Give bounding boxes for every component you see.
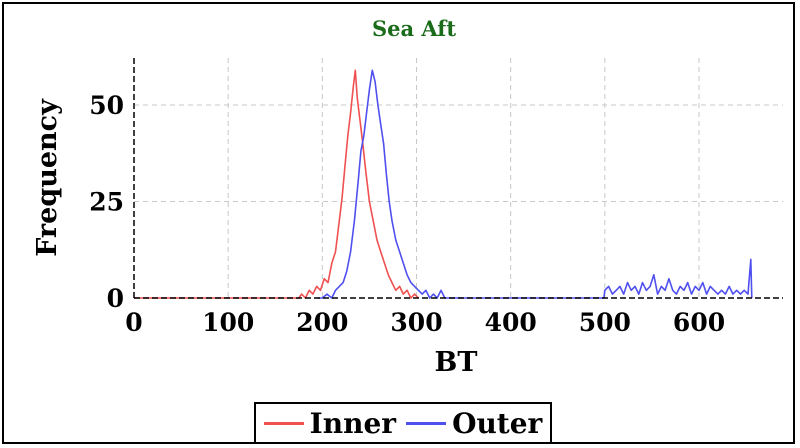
legend-label-inner: Inner — [309, 406, 397, 440]
x-tick-label: 500 — [579, 308, 631, 337]
y-axis-label: Frequency — [32, 98, 63, 257]
legend: Inner Outer — [254, 402, 552, 444]
legend-swatch-outer — [406, 421, 447, 425]
axes — [133, 58, 783, 299]
x-tick-label: 200 — [296, 308, 348, 337]
x-axis-label: BT — [435, 347, 478, 378]
legend-swatch-inner — [263, 421, 304, 425]
legend-item-outer: Outer — [406, 407, 542, 440]
series-line-inner — [134, 69, 419, 299]
x-tick-label: 400 — [485, 308, 537, 337]
legend-label-outer: Outer — [452, 406, 543, 440]
series-line-outer — [317, 69, 753, 299]
chart-title: Sea Aft — [372, 16, 456, 41]
series-lines — [134, 69, 753, 299]
x-tick-label: 600 — [673, 308, 725, 337]
y-tick-label: 50 — [89, 91, 124, 120]
gridlines — [134, 58, 783, 298]
tick-labels: 0 100 200 300 400 500 600 0 25 50 — [89, 91, 725, 337]
legend-item-inner: Inner — [263, 406, 397, 440]
x-tick-label: 100 — [202, 308, 254, 337]
y-tick-label: 25 — [89, 188, 124, 217]
y-tick-label: 0 — [107, 284, 124, 313]
x-tick-label: 0 — [125, 308, 142, 337]
x-tick-label: 300 — [390, 308, 442, 337]
